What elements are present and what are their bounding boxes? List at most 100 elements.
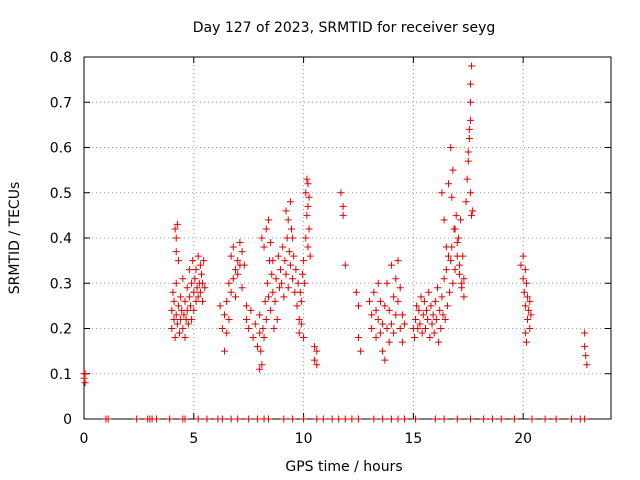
data-point (447, 144, 455, 151)
data-point (387, 415, 395, 423)
y-tick-label: 0.2 (50, 322, 72, 338)
data-point (466, 116, 474, 124)
data-point (200, 257, 208, 265)
data-point (455, 261, 463, 269)
data-point (300, 415, 308, 423)
data-point (410, 334, 418, 342)
data-point (183, 306, 191, 314)
data-point (429, 311, 437, 319)
data-point (488, 415, 496, 423)
data-point (374, 315, 382, 323)
data-point (284, 284, 292, 292)
data-point (442, 243, 450, 251)
data-point (238, 248, 246, 256)
data-point (256, 311, 264, 319)
data-point (282, 270, 290, 278)
grid-lines (84, 57, 611, 419)
data-point (379, 320, 387, 328)
data-point (194, 293, 202, 301)
data-point (439, 311, 447, 319)
data-point (383, 325, 391, 332)
data-point (468, 62, 476, 70)
data-point (304, 180, 312, 188)
data-point (192, 297, 200, 305)
data-point (280, 415, 288, 423)
data-point (468, 211, 476, 219)
data-point (260, 243, 268, 251)
data-point (583, 361, 591, 369)
data-point (328, 415, 336, 423)
data-point (245, 325, 253, 332)
data-point (196, 288, 204, 296)
data-point (413, 302, 421, 310)
data-point (229, 243, 237, 251)
data-point (387, 261, 395, 269)
data-point (256, 365, 264, 373)
data-point (394, 297, 402, 305)
data-point (519, 252, 527, 260)
data-point (277, 266, 285, 274)
data-point (421, 325, 429, 332)
data-point (469, 207, 477, 215)
data-point (528, 415, 536, 423)
data-point (234, 270, 242, 278)
data-point (426, 334, 434, 342)
x-tick-label: 20 (514, 431, 532, 447)
data-point (581, 329, 589, 337)
data-point (251, 320, 259, 328)
x-axis-label: GPS time / hours (285, 459, 402, 475)
data-point (541, 415, 549, 423)
y-tick-label: 0.7 (50, 95, 72, 111)
data-point (427, 302, 435, 310)
data-point (319, 415, 327, 423)
data-point (262, 315, 270, 323)
y-axis-label: SRMTID / TECUs (7, 182, 23, 295)
data-point (264, 216, 272, 224)
data-point (189, 257, 197, 265)
data-point (390, 329, 398, 337)
data-point (394, 257, 402, 265)
data-point (376, 297, 384, 305)
data-point (383, 279, 391, 287)
data-point (306, 252, 314, 260)
data-point (221, 347, 229, 355)
data-point (438, 189, 446, 197)
y-tick-label: 0.8 (50, 50, 72, 66)
data-point (194, 415, 202, 423)
data-point (374, 279, 382, 287)
y-tick-label: 0.5 (50, 186, 72, 202)
data-point (525, 306, 533, 314)
data-point (519, 275, 527, 283)
data-point (521, 302, 529, 310)
data-point (304, 202, 312, 210)
data-point (431, 415, 439, 423)
data-point (520, 288, 528, 296)
data-point (177, 293, 185, 301)
x-tick-label: 5 (189, 431, 198, 447)
data-point (300, 334, 308, 342)
data-point (357, 347, 365, 355)
data-point (432, 315, 440, 323)
data-point (289, 415, 297, 423)
x-tick-label: 15 (404, 431, 422, 447)
data-point (260, 334, 268, 342)
data-point (270, 325, 278, 332)
data-point (305, 225, 313, 233)
data-point (218, 325, 226, 332)
data-point (581, 415, 589, 423)
data-point (232, 266, 240, 274)
data-point (582, 352, 590, 360)
data-point (258, 361, 266, 369)
data-point (443, 302, 451, 310)
data-point (304, 243, 312, 251)
data-point (300, 257, 308, 265)
data-point (229, 275, 237, 283)
data-point (459, 252, 467, 260)
data-point (466, 415, 474, 423)
data-point (440, 275, 448, 283)
data-point (227, 288, 235, 296)
data-point (445, 252, 453, 260)
data-point (193, 284, 201, 292)
data-point (423, 306, 431, 314)
data-point (257, 347, 265, 355)
